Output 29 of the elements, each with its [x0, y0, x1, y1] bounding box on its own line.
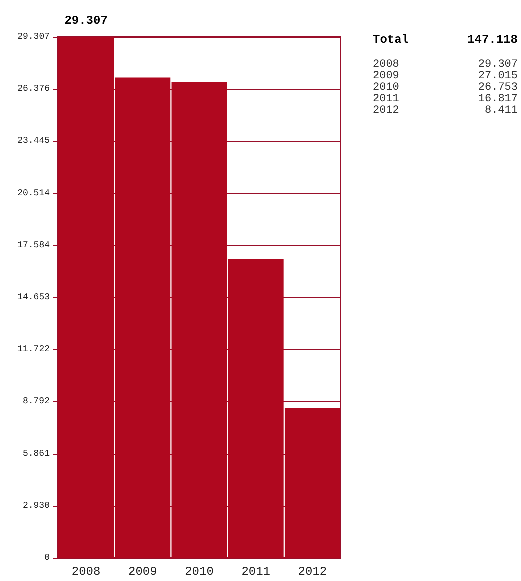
- y-tick-label: 20.514: [18, 188, 50, 198]
- text: 2010: [373, 82, 400, 94]
- text: 26.753: [478, 82, 518, 94]
- text: 8.411: [484, 105, 518, 117]
- y-tick-label: 8.792: [22, 396, 50, 407]
- x-tick-label: 2011: [242, 565, 271, 579]
- y-tick-label: 23.445: [18, 136, 50, 146]
- y-tick-label: 11.722: [18, 344, 50, 355]
- x-tick-label: 2012: [298, 565, 328, 579]
- x-tick-label: 2009: [128, 565, 158, 579]
- text: 2009: [373, 70, 400, 82]
- text: 16.817: [478, 94, 518, 106]
- x-tick-label: 2010: [185, 565, 214, 579]
- y-tick-label: 29.307: [18, 32, 50, 42]
- text: 2012: [373, 105, 400, 117]
- y-tick-label: 26.376: [18, 84, 50, 94]
- data-label: 29.307: [64, 14, 108, 28]
- y-tick-label: 0: [44, 553, 50, 563]
- y-tick-label: 14.653: [18, 292, 50, 303]
- y-tick-label: 17.584: [18, 240, 50, 250]
- text: 29.307: [478, 59, 518, 71]
- text: 27.015: [478, 70, 518, 82]
- text: 2008: [373, 59, 400, 71]
- text: Total: [373, 33, 410, 47]
- x-tick-label: 2008: [72, 565, 101, 579]
- text: 2011: [373, 94, 400, 106]
- text: 147.118: [468, 33, 518, 47]
- y-tick-label: 5.861: [22, 448, 50, 459]
- y-tick-label: 2.930: [22, 500, 50, 511]
